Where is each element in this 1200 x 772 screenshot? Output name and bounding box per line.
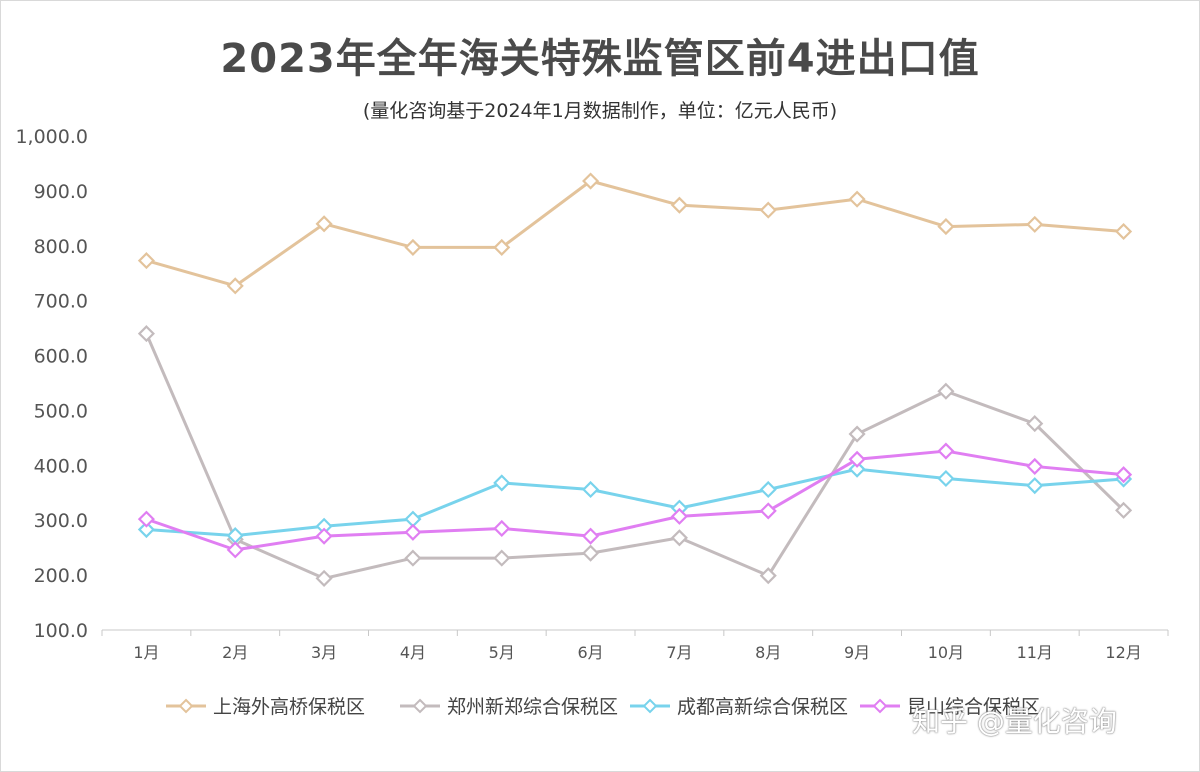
- y-tick-label: 400.0: [34, 455, 88, 477]
- data-point: [759, 201, 777, 219]
- data-point: [848, 190, 866, 208]
- data-point: [937, 218, 955, 236]
- data-point: [582, 172, 600, 190]
- data-point: [493, 474, 511, 492]
- data-point: [759, 502, 777, 520]
- legend: 上海外高桥保税区 郑州新郑综合保税区 成都高新综合保税区 昆山综合保税区: [166, 696, 1040, 718]
- legend-item: 昆山综合保税区: [860, 696, 1040, 718]
- x-tick-label: 10月: [928, 643, 964, 662]
- data-point: [1115, 466, 1133, 484]
- legend-label: 郑州新郑综合保税区: [447, 696, 618, 718]
- data-point: [848, 450, 866, 468]
- series-line: [145, 449, 1124, 552]
- legend-marker: [412, 698, 428, 714]
- data-point: [137, 520, 155, 539]
- data-point: [670, 529, 688, 547]
- data-point: [848, 460, 866, 478]
- series-3: [137, 460, 1133, 545]
- y-tick-label: 100.0: [34, 620, 88, 642]
- y-tick-label: 300.0: [34, 510, 88, 532]
- data-point: [493, 238, 511, 256]
- x-tick-label: 8月: [755, 643, 781, 662]
- legend-label: 昆山综合保税区: [907, 696, 1040, 718]
- data-point: [315, 215, 333, 233]
- data-point: [315, 569, 333, 587]
- data-point: [404, 523, 422, 541]
- legend-marker: [872, 698, 888, 714]
- data-point: [670, 507, 688, 525]
- x-tick-label: 2月: [222, 643, 248, 662]
- y-tick-label: 1,000.0: [15, 126, 88, 148]
- data-point: [226, 277, 244, 295]
- x-tick-label: 12月: [1105, 643, 1141, 662]
- data-point: [137, 510, 155, 528]
- series-line: [145, 333, 1125, 580]
- data-point: [1026, 215, 1044, 233]
- y-tick-label: 500.0: [34, 400, 88, 422]
- x-tick-label: 9月: [844, 643, 870, 662]
- chart-subtitle: (量化咨询基于2024年1月数据制作，单位：亿元人民币): [362, 100, 838, 122]
- legend-item: 成都高新综合保税区: [630, 696, 848, 718]
- data-point: [759, 567, 777, 585]
- series-layer: [137, 172, 1133, 587]
- series-4: [137, 442, 1133, 559]
- data-point: [493, 519, 511, 538]
- data-point: [1026, 415, 1044, 433]
- axes: 1月 2月 3月 4月 5月 6月 7月 8月 9月 10月 11月 12月 100.0 200.0 300…: [15, 126, 1169, 662]
- y-tick-label: 700.0: [34, 291, 88, 313]
- watermark-text: 知乎 @量化咨询: [912, 705, 1117, 738]
- x-tick-label: 5月: [489, 643, 515, 662]
- legend-label: 成都高新综合保税区: [677, 696, 848, 718]
- x-tick-label: 11月: [1017, 643, 1053, 662]
- data-point: [582, 527, 600, 545]
- data-point: [1026, 457, 1044, 475]
- data-point: [582, 480, 600, 499]
- x-tick-label: 3月: [311, 643, 337, 662]
- chart-title: 2023年全年海关特殊监管区前4进出口值: [220, 36, 980, 82]
- series-1: [137, 172, 1133, 295]
- data-point: [1115, 222, 1133, 241]
- data-point: [937, 442, 955, 460]
- data-point: [226, 541, 244, 559]
- data-point: [848, 425, 866, 443]
- legend-label: 上海外高桥保税区: [213, 696, 365, 718]
- data-point: [937, 469, 955, 488]
- data-point: [493, 549, 511, 567]
- y-tick-label: 900.0: [34, 181, 88, 203]
- data-point: [315, 527, 333, 545]
- legend-marker: [178, 698, 194, 714]
- data-point: [937, 382, 955, 400]
- x-tick-label: 4月: [400, 643, 426, 662]
- legend-item: 上海外高桥保税区: [166, 696, 365, 718]
- data-point: [137, 252, 155, 270]
- y-tick-label: 800.0: [34, 236, 88, 258]
- data-point: [582, 544, 600, 562]
- data-point: [1026, 477, 1044, 495]
- legend-item: 郑州新郑综合保税区: [400, 696, 618, 718]
- data-point: [670, 196, 688, 214]
- data-point: [137, 325, 155, 343]
- x-tick-label: 6月: [577, 643, 603, 662]
- legend-marker: [642, 698, 658, 714]
- y-tick-label: 600.0: [34, 346, 88, 368]
- data-point: [759, 480, 777, 499]
- data-point: [404, 549, 422, 567]
- series-line: [146, 467, 1124, 538]
- x-tick-label: 1月: [133, 643, 159, 662]
- data-point: [404, 238, 422, 256]
- data-point: [1115, 501, 1133, 519]
- series-line: [146, 179, 1124, 288]
- y-tick-label: 200.0: [34, 565, 88, 587]
- x-tick-label: 7月: [666, 643, 692, 662]
